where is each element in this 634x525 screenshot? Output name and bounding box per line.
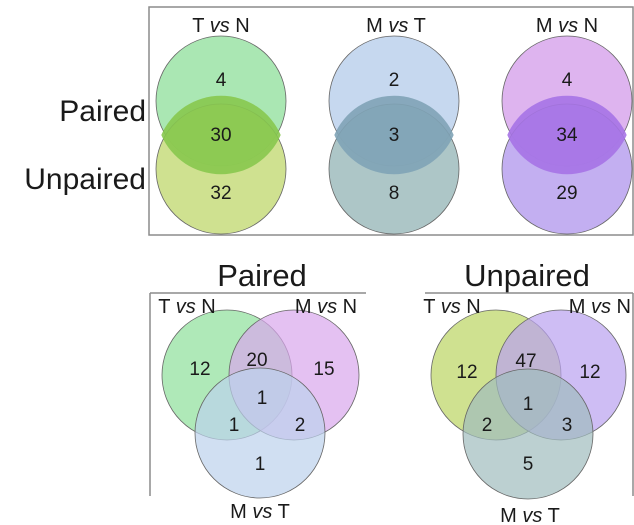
region-paired-t-vs-n-only: 12 — [189, 359, 210, 380]
region-unpaired-m-vs-t-only: 5 — [523, 454, 534, 475]
count-unpaired-only-m-vs-n: 29 — [556, 183, 577, 204]
unpaired-venn-title: Unpaired — [464, 258, 590, 293]
circle-paired-m-vs-t — [194, 367, 326, 499]
region-unpaired-t-n-and-m-n: 47 — [515, 351, 536, 372]
set-label-paired-m-vs-n: M vs N — [295, 296, 357, 318]
region-paired-t-n-and-m-n: 20 — [246, 350, 267, 371]
set-label-paired-m-vs-t: M vs T — [230, 501, 290, 523]
count-paired-only-m-vs-n: 4 — [562, 70, 573, 91]
count-unpaired-only-t-vs-n: 32 — [210, 183, 231, 204]
region-paired-m-vs-t-only: 1 — [255, 454, 266, 475]
top-panel: Paired Unpaired T vs N 4 30 32 M vs T 2 … — [24, 6, 634, 236]
count-paired-only-t-vs-n: 4 — [216, 70, 227, 91]
unpaired-venn-panel: Unpaired T vs N M vs N M vs T 12 12 5 47… — [423, 258, 634, 525]
region-unpaired-t-n-and-m-t: 2 — [482, 415, 493, 436]
count-both-m-vs-n: 34 — [556, 125, 578, 146]
set-label-paired-t-vs-n: T vs N — [158, 296, 215, 318]
label-m-vs-t: M vs T — [366, 15, 426, 37]
row-label-paired: Paired — [59, 95, 146, 128]
set-label-unpaired-m-vs-t: M vs T — [500, 505, 560, 525]
overlap-m-vs-t — [334, 95, 454, 175]
count-both-t-vs-n: 30 — [210, 125, 231, 146]
row-label-unpaired: Unpaired — [24, 163, 146, 196]
region-unpaired-all-three: 1 — [523, 394, 534, 415]
overlap-t-vs-n — [161, 95, 281, 175]
set-label-unpaired-m-vs-n: M vs N — [569, 296, 631, 318]
paired-venn-panel: Paired T vs N M vs N M vs T 12 15 1 20 1… — [149, 258, 366, 523]
region-unpaired-t-vs-n-only: 12 — [456, 362, 477, 383]
count-both-m-vs-t: 3 — [389, 125, 400, 146]
region-paired-all-three: 1 — [257, 388, 268, 409]
pair-venn-m-vs-n: M vs N 4 34 29 — [501, 15, 633, 235]
region-paired-m-vs-n-only: 15 — [313, 359, 334, 380]
label-t-vs-n: T vs N — [192, 15, 249, 37]
set-label-unpaired-t-vs-n: T vs N — [423, 296, 480, 318]
pair-venn-m-vs-t: M vs T 2 3 8 — [328, 15, 460, 235]
count-unpaired-only-m-vs-t: 8 — [389, 183, 400, 204]
region-unpaired-m-vs-n-only: 12 — [579, 362, 600, 383]
pair-venn-t-vs-n: T vs N 4 30 32 — [155, 15, 287, 235]
region-paired-t-n-and-m-t: 1 — [229, 415, 240, 436]
label-m-vs-n: M vs N — [536, 15, 598, 37]
count-paired-only-m-vs-t: 2 — [389, 70, 400, 91]
paired-venn-title: Paired — [217, 258, 307, 293]
overlap-m-vs-n — [507, 95, 627, 175]
region-paired-m-n-and-m-t: 2 — [295, 415, 306, 436]
region-unpaired-m-n-and-m-t: 3 — [562, 415, 573, 436]
circle-unpaired-m-vs-t — [462, 368, 594, 500]
top-panel-frame — [148, 6, 634, 236]
